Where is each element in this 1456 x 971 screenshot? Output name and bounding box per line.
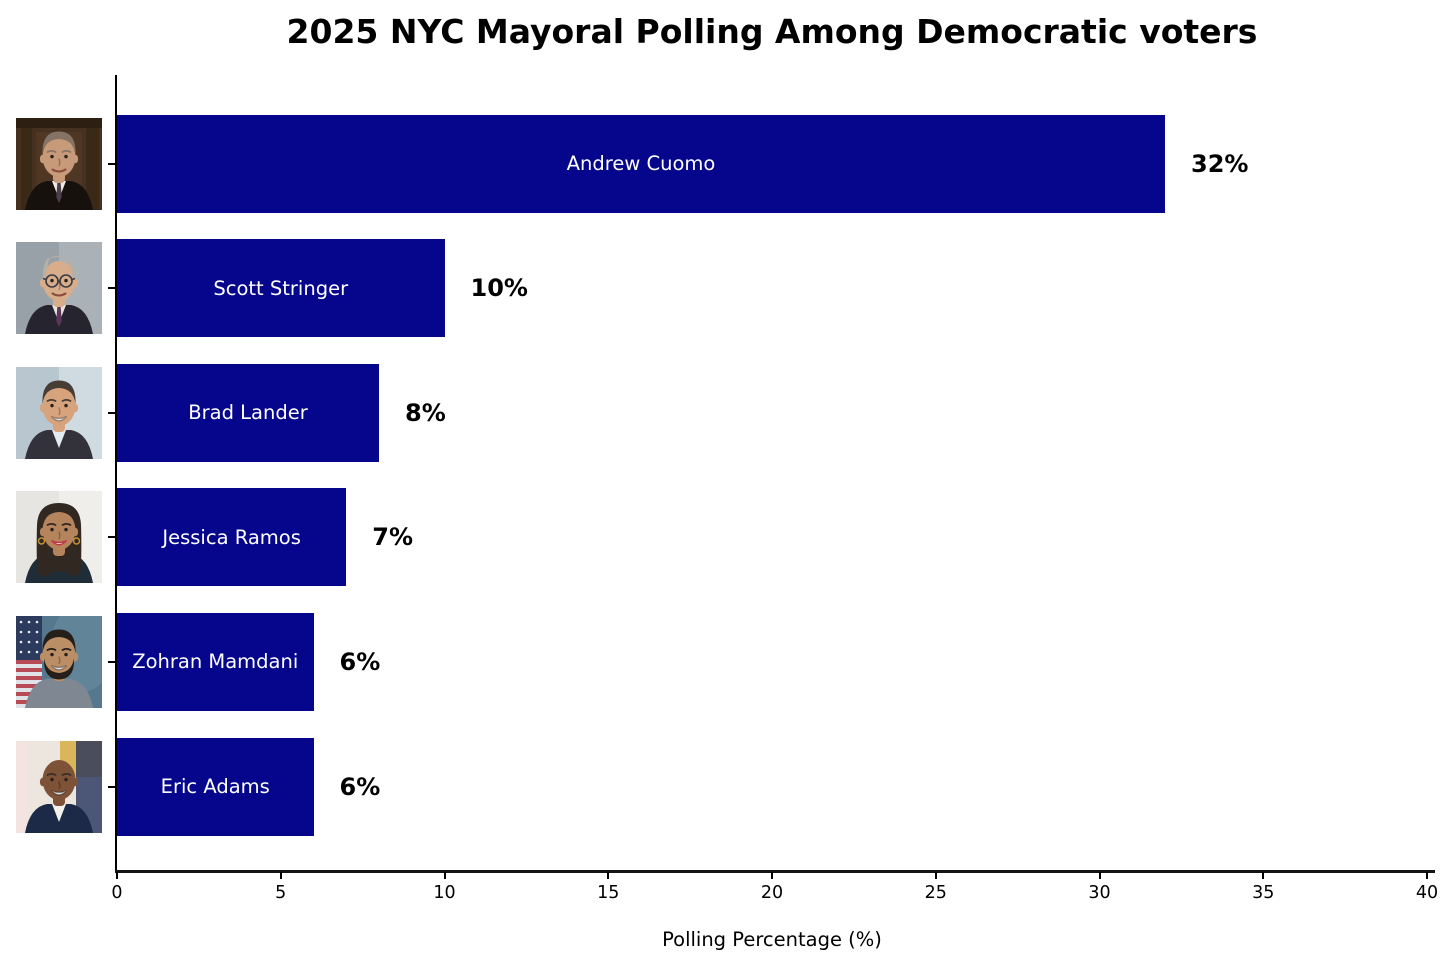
y-axis-line [115, 75, 117, 872]
value-label-andrew-cuomo: 32% [1191, 149, 1249, 178]
bar-scott-stringer: Scott Stringer [117, 239, 445, 338]
x-tick-35 [1262, 872, 1265, 879]
bar-brad-lander: Brad Lander [117, 363, 379, 462]
y-tick-zohran-mamdani [108, 660, 117, 663]
photo-jessica-ramos [16, 491, 102, 584]
bar-eric-adams: Eric Adams [117, 737, 314, 836]
value-label-brad-lander: 8% [405, 398, 446, 427]
y-tick-scott-stringer [108, 287, 117, 290]
bar-label-andrew-cuomo: Andrew Cuomo [566, 152, 716, 175]
x-tick-30 [1098, 872, 1101, 879]
x-tick-40 [1426, 872, 1428, 879]
value-label-zohran-mamdani: 6% [339, 647, 381, 676]
y-tick-eric-adams [108, 785, 117, 788]
x-tick-25 [934, 872, 937, 879]
photo-andrew-cuomo [16, 117, 102, 210]
value-label-eric-adams: 6% [339, 772, 381, 801]
y-tick-andrew-cuomo [108, 162, 117, 165]
bar-label-scott-stringer: Scott Stringer [213, 276, 349, 300]
photo-eric-adams [16, 740, 102, 833]
x-tick-label-15: 15 [597, 883, 620, 903]
x-tick-label-10: 10 [433, 883, 456, 903]
x-axis-label: Polling Percentage (%) [662, 928, 882, 951]
x-tick-20 [771, 872, 773, 879]
chart-title: 2025 NYC Mayoral Polling Among Democrati… [286, 12, 1258, 51]
x-tick-label-20: 20 [760, 883, 784, 903]
bar-zohran-mamdani: Zohran Mamdani [117, 612, 314, 711]
x-tick-5 [279, 872, 282, 879]
y-tick-brad-lander [108, 411, 117, 414]
photo-zohran-mamdani [16, 615, 102, 708]
photo-scott-stringer [16, 242, 102, 335]
value-label-scott-stringer: 10% [470, 274, 528, 303]
bar-label-jessica-ramos: Jessica Ramos [162, 525, 301, 549]
x-tick-label-25: 25 [924, 883, 947, 903]
bar-label-eric-adams: Eric Adams [160, 775, 270, 799]
y-tick-jessica-ramos [108, 536, 117, 539]
bar-jessica-ramos: Jessica Ramos [117, 488, 347, 587]
bar-andrew-cuomo: Andrew Cuomo [117, 114, 1165, 213]
bar-label-brad-lander: Brad Lander [188, 401, 308, 425]
x-tick-label-40: 40 [1415, 883, 1439, 903]
x-tick-label-30: 30 [1088, 883, 1111, 903]
x-tick-label-0: 0 [111, 883, 123, 903]
x-tick-label-35: 35 [1252, 883, 1275, 903]
x-tick-label-5: 5 [275, 883, 287, 903]
photo-brad-lander [16, 366, 102, 459]
x-tick-15 [607, 872, 610, 879]
x-tick-0 [116, 872, 118, 879]
x-axis-line [115, 870, 1435, 873]
x-tick-10 [443, 872, 446, 879]
value-label-jessica-ramos: 7% [372, 523, 413, 552]
bar-label-zohran-mamdani: Zohran Mamdani [132, 650, 299, 674]
